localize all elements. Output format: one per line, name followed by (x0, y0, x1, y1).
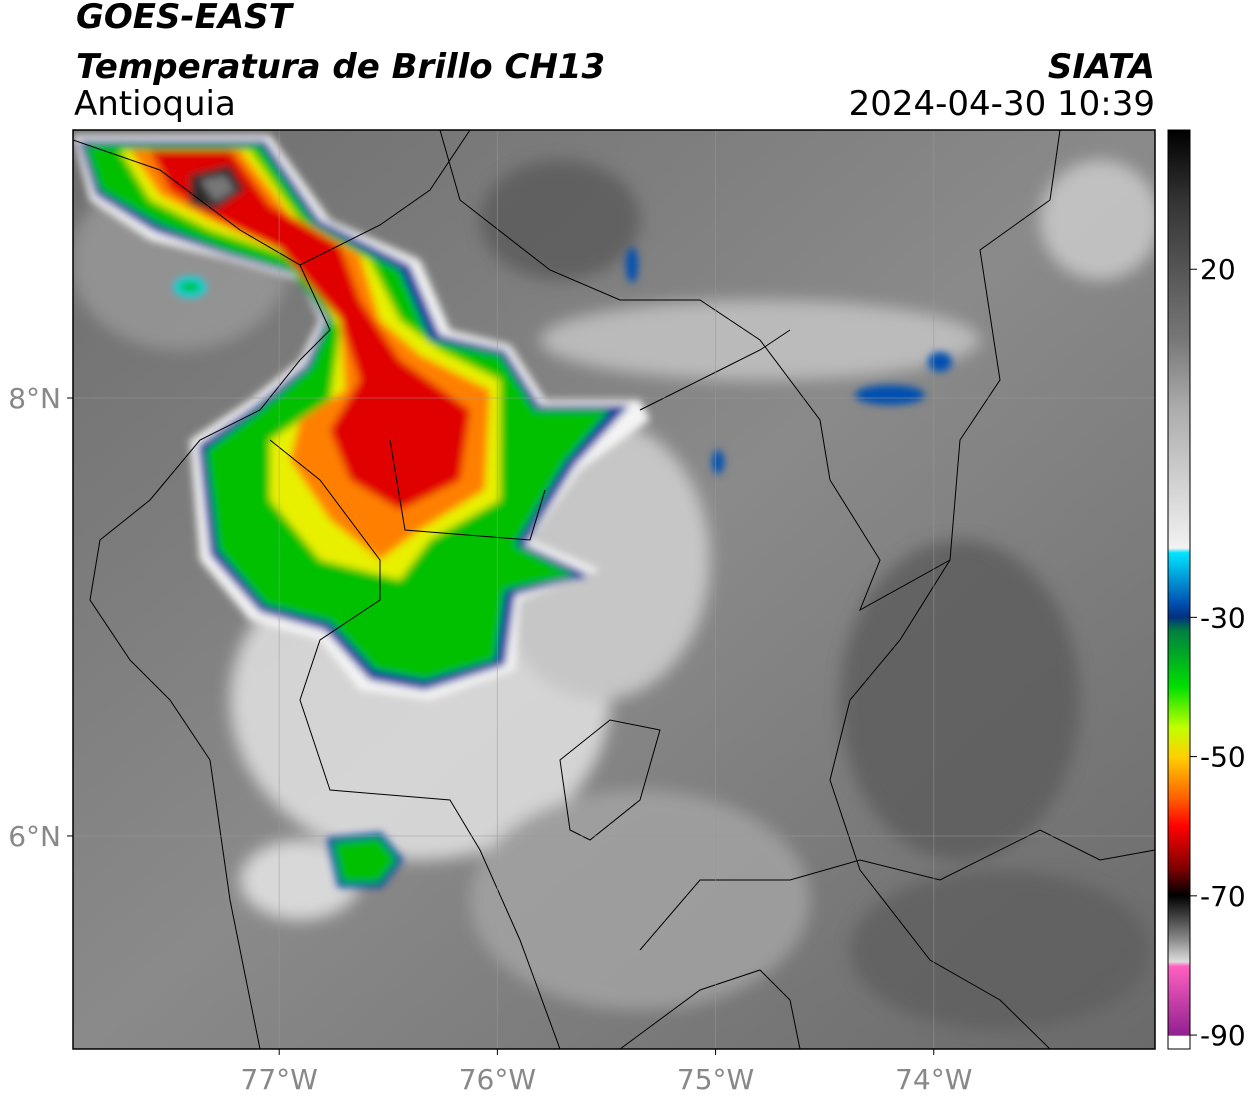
colorbar (1167, 129, 1191, 1050)
satellite-image (73, 130, 1155, 1049)
subtitle: Temperatura de Brillo CH13 (76, 47, 605, 87)
y-tick-label: 6°N (8, 820, 61, 853)
x-tick-label: 75°W (677, 1063, 754, 1096)
datetime: 2024-04-30 10:39 (849, 84, 1155, 124)
colorbar-tick-label: -70 (1200, 880, 1246, 913)
x-tick-label: 74°W (895, 1063, 972, 1096)
region: Antioquia (74, 84, 236, 124)
colorbar-tick-label: -50 (1200, 741, 1246, 774)
colorbar-tick-label: -30 (1200, 601, 1246, 634)
grid (73, 130, 1155, 1049)
source: SIATA (1048, 47, 1155, 87)
x-tick-label: 77°W (241, 1063, 318, 1096)
y-tick-label: 8°N (8, 382, 61, 415)
title: GOES-EAST (76, 0, 295, 37)
colorbar-tick-label: 20 (1200, 253, 1236, 286)
borders (73, 130, 1155, 1049)
x-tick-label: 76°W (459, 1063, 536, 1096)
colorbar-tick-label: -90 (1200, 1019, 1246, 1052)
map-frame (72, 129, 1156, 1050)
